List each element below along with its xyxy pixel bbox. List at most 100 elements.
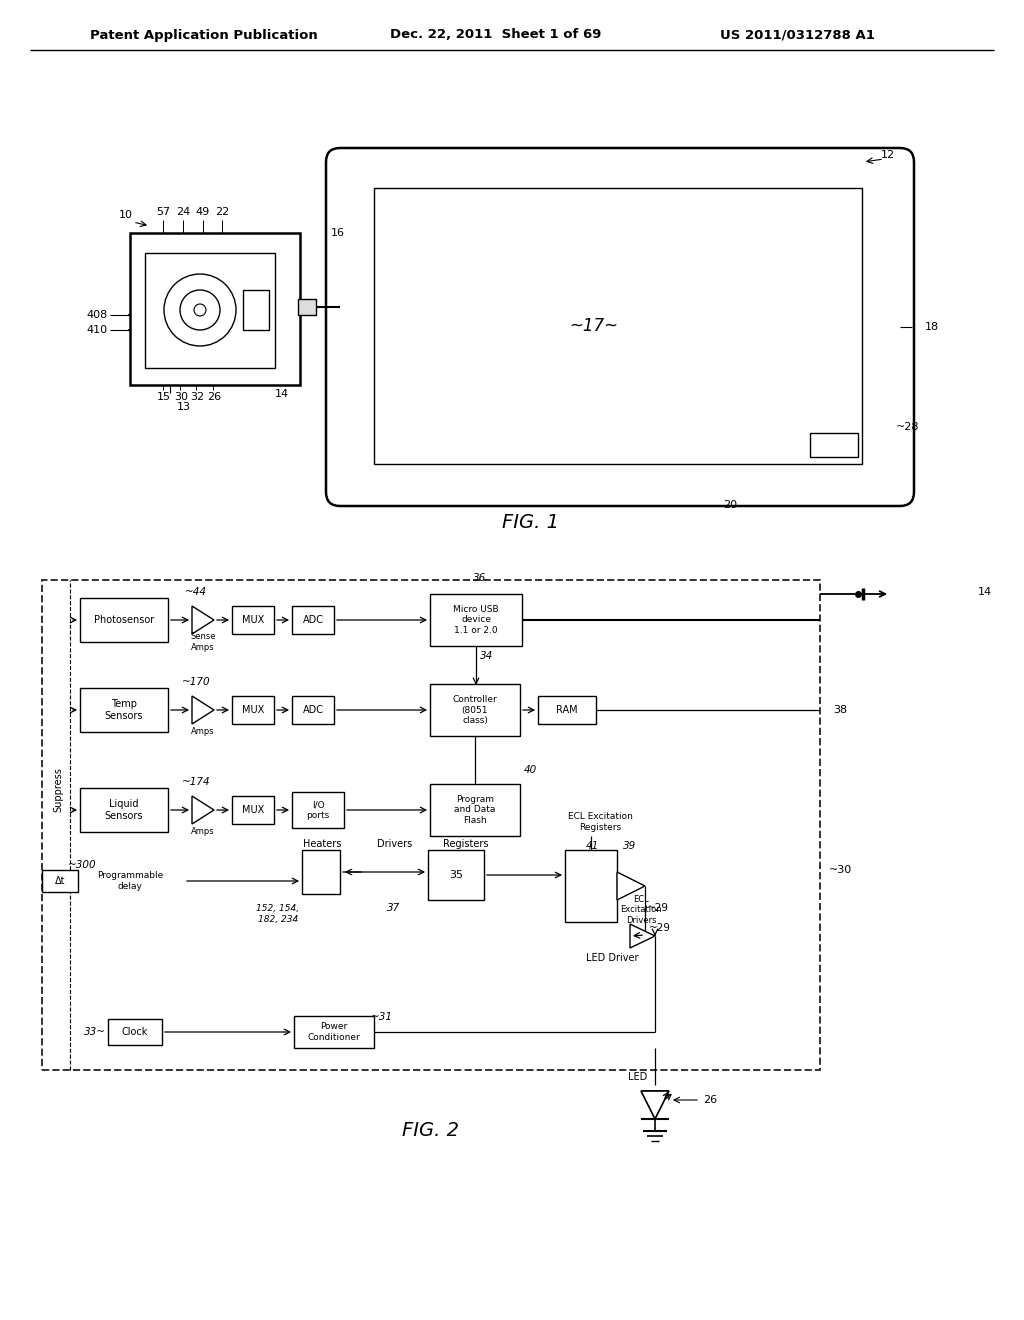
FancyBboxPatch shape — [430, 594, 522, 645]
Text: Clock: Clock — [122, 1027, 148, 1038]
Text: 12: 12 — [881, 150, 895, 160]
Text: 16: 16 — [331, 228, 345, 238]
Text: Suppress: Suppress — [53, 767, 63, 812]
Text: Heaters: Heaters — [303, 840, 341, 849]
FancyBboxPatch shape — [430, 784, 520, 836]
FancyBboxPatch shape — [292, 696, 334, 723]
FancyBboxPatch shape — [292, 792, 344, 828]
FancyBboxPatch shape — [80, 598, 168, 642]
FancyBboxPatch shape — [374, 187, 862, 465]
Text: 15: 15 — [157, 392, 171, 403]
Text: Controller
(8051
class): Controller (8051 class) — [453, 696, 498, 725]
Text: Power
Conditioner: Power Conditioner — [307, 1022, 360, 1041]
FancyBboxPatch shape — [80, 688, 168, 733]
FancyBboxPatch shape — [232, 606, 274, 634]
FancyBboxPatch shape — [42, 870, 78, 892]
Text: 40: 40 — [523, 766, 537, 775]
Text: ~28: ~28 — [896, 422, 920, 432]
FancyBboxPatch shape — [294, 1016, 374, 1048]
Text: Δt: Δt — [54, 876, 66, 886]
Text: ~29: ~29 — [649, 923, 671, 933]
FancyBboxPatch shape — [810, 433, 858, 457]
FancyBboxPatch shape — [430, 684, 520, 737]
Text: Temp
Sensors: Temp Sensors — [104, 700, 143, 721]
FancyBboxPatch shape — [292, 606, 334, 634]
Text: 14: 14 — [274, 389, 289, 399]
Text: FIG. 1: FIG. 1 — [502, 512, 558, 532]
Text: ~300: ~300 — [68, 861, 96, 870]
FancyBboxPatch shape — [232, 696, 274, 723]
Polygon shape — [193, 696, 214, 723]
FancyBboxPatch shape — [232, 796, 274, 824]
Text: 39: 39 — [624, 841, 637, 851]
Polygon shape — [617, 873, 645, 900]
Text: ~31: ~31 — [371, 1012, 393, 1022]
Text: LED: LED — [629, 1072, 647, 1082]
Text: Drivers: Drivers — [378, 840, 413, 849]
Text: 41: 41 — [586, 841, 599, 851]
Text: ADC: ADC — [302, 705, 324, 715]
Text: RAM: RAM — [556, 705, 578, 715]
FancyBboxPatch shape — [538, 696, 596, 723]
Text: 37: 37 — [387, 903, 400, 913]
Text: 152, 154,
182, 234: 152, 154, 182, 234 — [256, 904, 300, 924]
Text: I/O
ports: I/O ports — [306, 800, 330, 820]
FancyBboxPatch shape — [130, 234, 300, 385]
Text: Programmable
delay: Programmable delay — [97, 871, 163, 891]
Text: 57: 57 — [156, 207, 170, 216]
Text: START: START — [818, 441, 850, 450]
Text: 49: 49 — [196, 207, 210, 216]
Polygon shape — [193, 796, 214, 824]
Text: 408: 408 — [87, 310, 108, 319]
FancyBboxPatch shape — [298, 300, 316, 315]
Text: 36: 36 — [473, 573, 486, 583]
FancyBboxPatch shape — [145, 253, 275, 368]
FancyBboxPatch shape — [80, 788, 168, 832]
Text: ~17~: ~17~ — [569, 317, 618, 335]
Text: MUX: MUX — [242, 615, 264, 624]
Text: Micro USB
device
1.1 or 2.0: Micro USB device 1.1 or 2.0 — [454, 605, 499, 635]
Text: MUX: MUX — [242, 805, 264, 814]
Text: FIG. 2: FIG. 2 — [401, 1121, 459, 1139]
Text: 26: 26 — [207, 392, 221, 403]
Text: 14: 14 — [978, 587, 992, 597]
Text: 34: 34 — [480, 651, 494, 661]
Polygon shape — [630, 924, 655, 948]
Text: 10: 10 — [119, 210, 133, 220]
Text: ECL Excitation
Registers: ECL Excitation Registers — [567, 812, 633, 832]
Text: ~29: ~29 — [647, 903, 669, 913]
Text: MUX: MUX — [242, 705, 264, 715]
Text: 18: 18 — [925, 322, 939, 333]
Text: Program
and Data
Flash: Program and Data Flash — [455, 795, 496, 825]
Text: Amps: Amps — [191, 727, 215, 737]
FancyBboxPatch shape — [326, 148, 914, 506]
Text: 20: 20 — [723, 500, 737, 510]
Text: Dec. 22, 2011  Sheet 1 of 69: Dec. 22, 2011 Sheet 1 of 69 — [390, 29, 601, 41]
Text: 410: 410 — [87, 325, 108, 335]
Text: Sense
Amps: Sense Amps — [190, 632, 216, 652]
Text: 22: 22 — [215, 207, 229, 216]
Text: 35: 35 — [449, 870, 463, 880]
Text: 38: 38 — [833, 705, 847, 715]
FancyBboxPatch shape — [108, 1019, 162, 1045]
Text: 13: 13 — [177, 403, 191, 412]
Polygon shape — [641, 1092, 669, 1119]
Text: Patent Application Publication: Patent Application Publication — [90, 29, 317, 41]
FancyBboxPatch shape — [428, 850, 484, 900]
Text: Liquid
Sensors: Liquid Sensors — [104, 799, 143, 821]
Text: ~174: ~174 — [181, 777, 210, 787]
FancyBboxPatch shape — [565, 850, 617, 921]
FancyBboxPatch shape — [42, 579, 820, 1071]
Text: 24: 24 — [176, 207, 190, 216]
Text: US 2011/0312788 A1: US 2011/0312788 A1 — [720, 29, 874, 41]
Text: Photosensor: Photosensor — [94, 615, 155, 624]
Text: 33~: 33~ — [84, 1027, 106, 1038]
Text: ADC: ADC — [302, 615, 324, 624]
Polygon shape — [193, 606, 214, 634]
Text: ~44: ~44 — [185, 587, 207, 597]
Text: 30: 30 — [174, 392, 188, 403]
FancyBboxPatch shape — [302, 850, 340, 894]
Text: ~170: ~170 — [181, 677, 210, 686]
Text: Amps: Amps — [191, 828, 215, 837]
Text: LED Driver: LED Driver — [586, 953, 638, 964]
